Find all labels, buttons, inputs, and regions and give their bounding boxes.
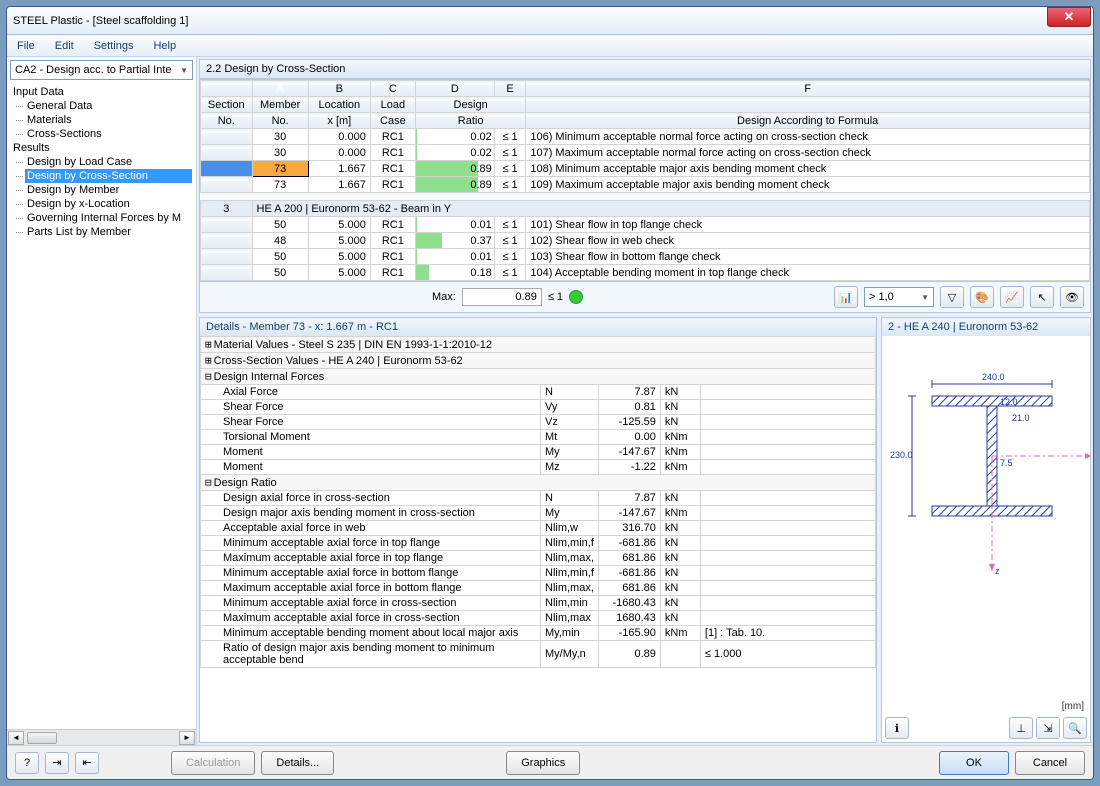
- menu-settings[interactable]: Settings: [90, 38, 138, 54]
- close-button[interactable]: ✕: [1047, 7, 1091, 27]
- results-grid-wrap: ABCDEF SectionMemberLocationLoadDesign N…: [199, 79, 1091, 282]
- details-panel: Details - Member 73 - x: 1.667 m - RC1 ⊞…: [199, 317, 877, 743]
- export-button[interactable]: ⇤: [75, 752, 99, 774]
- case-combo[interactable]: CA2 - Design acc. to Partial Inte: [10, 60, 193, 80]
- tree-item[interactable]: Design by x-Location: [25, 197, 192, 211]
- filter-button[interactable]: 📊: [834, 286, 858, 308]
- titlebar[interactable]: STEEL Plastic - [Steel scaffolding 1] ✕: [7, 7, 1093, 35]
- dim-r: 21.0: [1012, 413, 1030, 423]
- tree-item[interactable]: Parts List by Member: [25, 225, 192, 239]
- pick-button[interactable]: ↖: [1030, 286, 1054, 308]
- dim-h: 230.0: [890, 450, 913, 460]
- status-ok-icon: [569, 290, 583, 304]
- help-button[interactable]: ?: [15, 752, 39, 774]
- axes-button[interactable]: ⊥: [1009, 717, 1033, 739]
- tree-group[interactable]: Input Data: [11, 85, 192, 99]
- dim-w: 240.0: [982, 372, 1005, 382]
- content: CA2 - Design acc. to Partial Inte Input …: [7, 57, 1093, 745]
- results-grid[interactable]: ABCDEF SectionMemberLocationLoadDesign N…: [200, 80, 1090, 281]
- tree-group[interactable]: Results: [11, 141, 192, 155]
- case-combo-text: CA2 - Design acc. to Partial Inte: [15, 64, 172, 76]
- max-label: Max:: [432, 291, 456, 303]
- unit-label: [mm]: [882, 699, 1090, 714]
- tree-item[interactable]: Cross-Sections: [25, 127, 192, 141]
- window-title: STEEL Plastic - [Steel scaffolding 1]: [13, 15, 188, 27]
- palette-button[interactable]: 🎨: [970, 286, 994, 308]
- max-value-input[interactable]: [462, 288, 542, 306]
- filter-icon-button[interactable]: ▽: [940, 286, 964, 308]
- scroll-right-button[interactable]: ►: [179, 731, 195, 745]
- main-panel: 2.2 Design by Cross-Section ABCDEF Secti…: [197, 57, 1093, 745]
- ok-button[interactable]: OK: [939, 751, 1009, 775]
- scroll-left-button[interactable]: ◄: [8, 731, 24, 745]
- tree-item[interactable]: Materials: [25, 113, 192, 127]
- details-body[interactable]: ⊞Material Values - Steel S 235 | DIN EN …: [200, 336, 876, 742]
- tree-item[interactable]: General Data: [25, 99, 192, 113]
- navigator-tree[interactable]: Input DataGeneral DataMaterialsCross-Sec…: [7, 83, 196, 729]
- menu-help[interactable]: Help: [149, 38, 180, 54]
- scroll-thumb[interactable]: [27, 732, 57, 744]
- max-le: ≤ 1: [548, 291, 563, 303]
- tree-item[interactable]: Design by Cross-Section: [25, 169, 192, 183]
- section-panel-toolbar: ℹ ⊥ ⇲ 🔍: [882, 714, 1090, 742]
- nav-hscroll[interactable]: ◄ ►: [7, 729, 196, 745]
- dim-tw: 7.5: [1000, 458, 1013, 468]
- cross-section-title: 2 - HE A 240 | Euronorm 53-62: [882, 318, 1090, 336]
- dialog-footer: ? ⇥ ⇤ Calculation Details... Graphics OK…: [7, 745, 1093, 779]
- ratio-filter-combo[interactable]: > 1,0: [864, 287, 934, 307]
- chart-button[interactable]: 📈: [1000, 286, 1024, 308]
- max-toolbar: Max: ≤ 1 📊 > 1,0 ▽ 🎨 📈 ↖ 👁: [199, 282, 1091, 313]
- zoom-button[interactable]: 🔍: [1063, 717, 1087, 739]
- tree-item[interactable]: Design by Load Case: [25, 155, 192, 169]
- menu-edit[interactable]: Edit: [51, 38, 78, 54]
- menubar: File Edit Settings Help: [7, 35, 1093, 57]
- cross-section-panel: 2 - HE A 240 | Euronorm 53-62: [881, 317, 1091, 743]
- dim-tf: 12.0: [1000, 397, 1018, 407]
- details-title: Details - Member 73 - x: 1.667 m - RC1: [200, 318, 876, 336]
- tree-item[interactable]: Design by Member: [25, 183, 192, 197]
- cross-section-sketch: 240.0 230.0 12.0 21.0 7.5 y: [882, 336, 1090, 699]
- details-table[interactable]: ⊞Material Values - Steel S 235 | DIN EN …: [200, 336, 876, 668]
- graphics-button[interactable]: Graphics: [506, 751, 580, 775]
- dims-button[interactable]: ⇲: [1036, 717, 1060, 739]
- app-window: STEEL Plastic - [Steel scaffolding 1] ✕ …: [6, 6, 1094, 780]
- navigator-panel: CA2 - Design acc. to Partial Inte Input …: [7, 57, 197, 745]
- import-button[interactable]: ⇥: [45, 752, 69, 774]
- menu-file[interactable]: File: [13, 38, 39, 54]
- lower-row: Details - Member 73 - x: 1.667 m - RC1 ⊞…: [199, 317, 1091, 743]
- details-button[interactable]: Details...: [261, 751, 334, 775]
- tree-item[interactable]: Governing Internal Forces by M: [25, 211, 192, 225]
- eye-button[interactable]: 👁: [1060, 286, 1084, 308]
- tab-title: 2.2 Design by Cross-Section: [199, 59, 1091, 79]
- info-button[interactable]: ℹ: [885, 717, 909, 739]
- svg-text:z: z: [995, 566, 1000, 576]
- calculation-button[interactable]: Calculation: [171, 751, 255, 775]
- cancel-button[interactable]: Cancel: [1015, 751, 1085, 775]
